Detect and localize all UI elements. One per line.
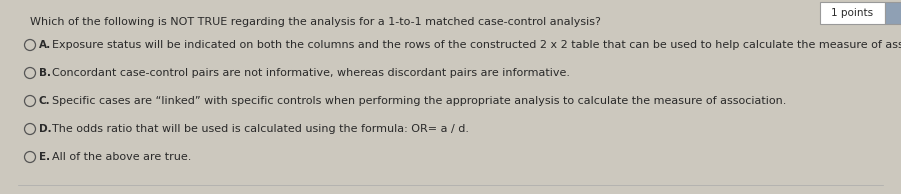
Text: A.: A.	[39, 40, 50, 50]
FancyBboxPatch shape	[885, 2, 901, 24]
Text: Which of the following is NOT TRUE regarding the analysis for a 1-to-1 matched c: Which of the following is NOT TRUE regar…	[30, 17, 601, 27]
Text: All of the above are true.: All of the above are true.	[52, 152, 192, 162]
Text: Exposure status will be indicated on both the columns and the rows of the constr: Exposure status will be indicated on bot…	[52, 40, 901, 50]
Text: C.: C.	[39, 96, 50, 106]
Text: B.: B.	[39, 68, 50, 78]
Text: 1 points: 1 points	[832, 8, 874, 18]
Text: Concordant case-control pairs are not informative, whereas discordant pairs are : Concordant case-control pairs are not in…	[52, 68, 570, 78]
FancyBboxPatch shape	[820, 2, 885, 24]
Text: D.: D.	[39, 124, 51, 134]
Text: Specific cases are “linked” with specific controls when performing the appropria: Specific cases are “linked” with specifi…	[52, 96, 787, 106]
Text: The odds ratio that will be used is calculated using the formula: OR= a / d.: The odds ratio that will be used is calc…	[52, 124, 469, 134]
Text: E.: E.	[39, 152, 50, 162]
